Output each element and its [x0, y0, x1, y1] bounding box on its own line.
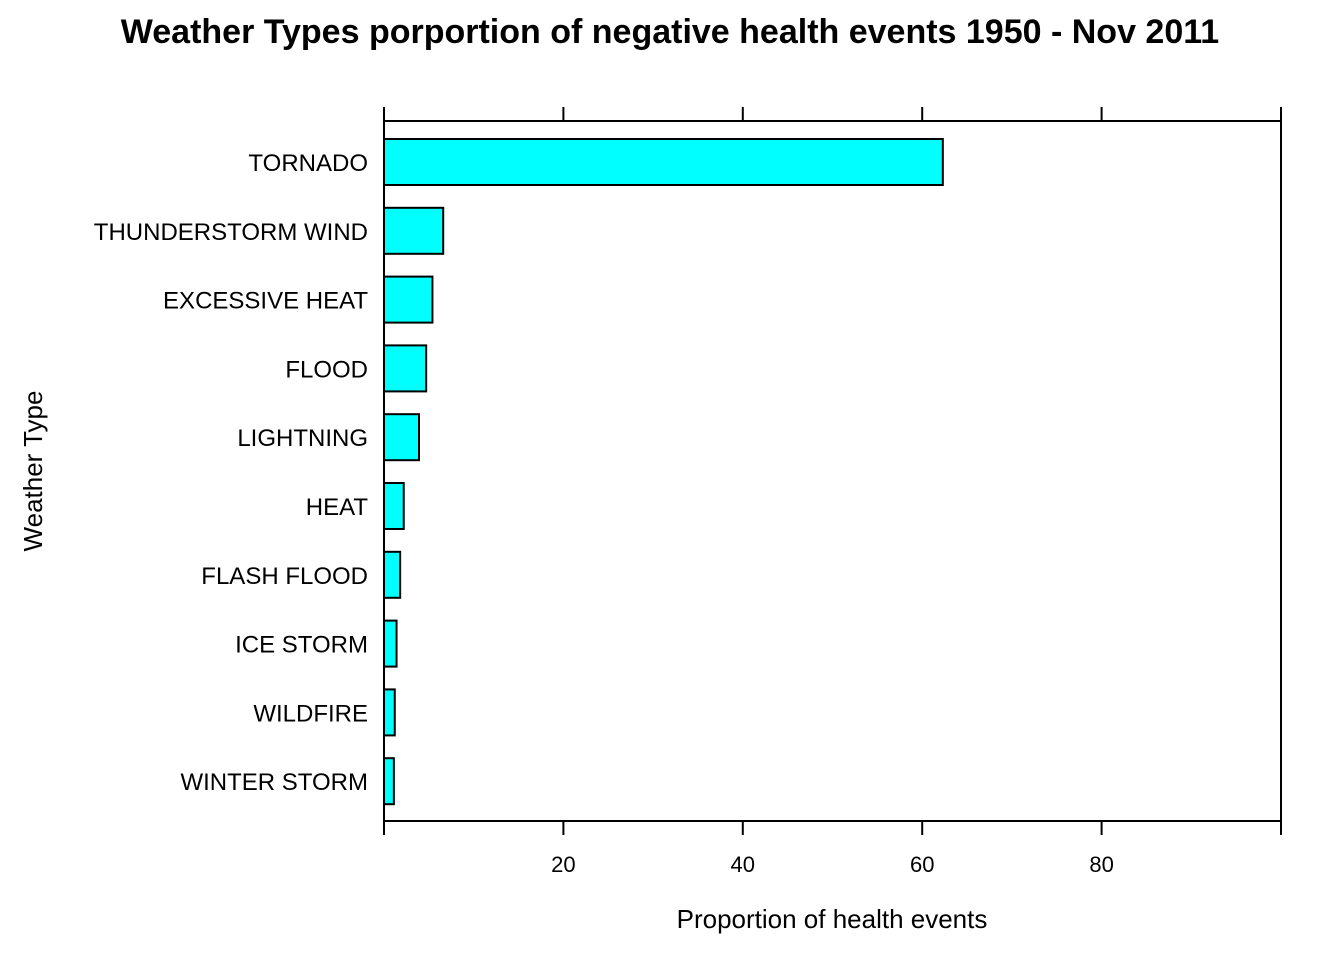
x-tick-label: 80 — [1089, 852, 1113, 877]
category-label: ICE STORM — [235, 632, 368, 659]
category-label: LIGHTNING — [237, 425, 368, 452]
bar-heat — [383, 482, 405, 530]
bar-winter-storm — [383, 757, 395, 806]
bars-group — [383, 138, 944, 806]
bar-ice-storm — [383, 619, 398, 668]
x-axis-ticks: 20 40 60 80 — [383, 107, 1282, 877]
category-label: TORNADO — [248, 150, 368, 177]
bar-flood — [383, 344, 428, 393]
plot-frame — [383, 120, 1282, 822]
x-axis-label: Proportion of health events — [677, 904, 988, 934]
x-tick-label: 20 — [551, 852, 575, 877]
bar-excessive-heat — [383, 275, 434, 324]
category-label: HEAT — [306, 494, 369, 521]
category-label: FLASH FLOOD — [201, 563, 368, 590]
x-tick-label: 40 — [731, 852, 755, 877]
category-label: WINTER STORM — [180, 769, 368, 796]
bar-flash-flood — [383, 550, 402, 599]
category-labels: TORNADO THUNDERSTORM WIND EXCESSIVE HEAT FL… — [94, 150, 369, 796]
bar-wildfire — [383, 688, 396, 737]
category-label: EXCESSIVE HEAT — [163, 288, 368, 315]
x-tick-label: 60 — [910, 852, 934, 877]
bar-thunderstorm-wind — [383, 206, 445, 255]
y-axis-label: Weather Type — [18, 391, 48, 552]
bar-lightning — [383, 413, 420, 462]
category-label: THUNDERSTORM WIND — [94, 219, 368, 246]
category-label: FLOOD — [285, 356, 368, 383]
bar-tornado — [383, 138, 944, 186]
category-label: WILDFIRE — [253, 700, 368, 727]
plot-area: TORNADO THUNDERSTORM WIND EXCESSIVE HEAT FL… — [94, 107, 1282, 877]
chart-title: Weather Types porportion of negative hea… — [121, 13, 1219, 51]
